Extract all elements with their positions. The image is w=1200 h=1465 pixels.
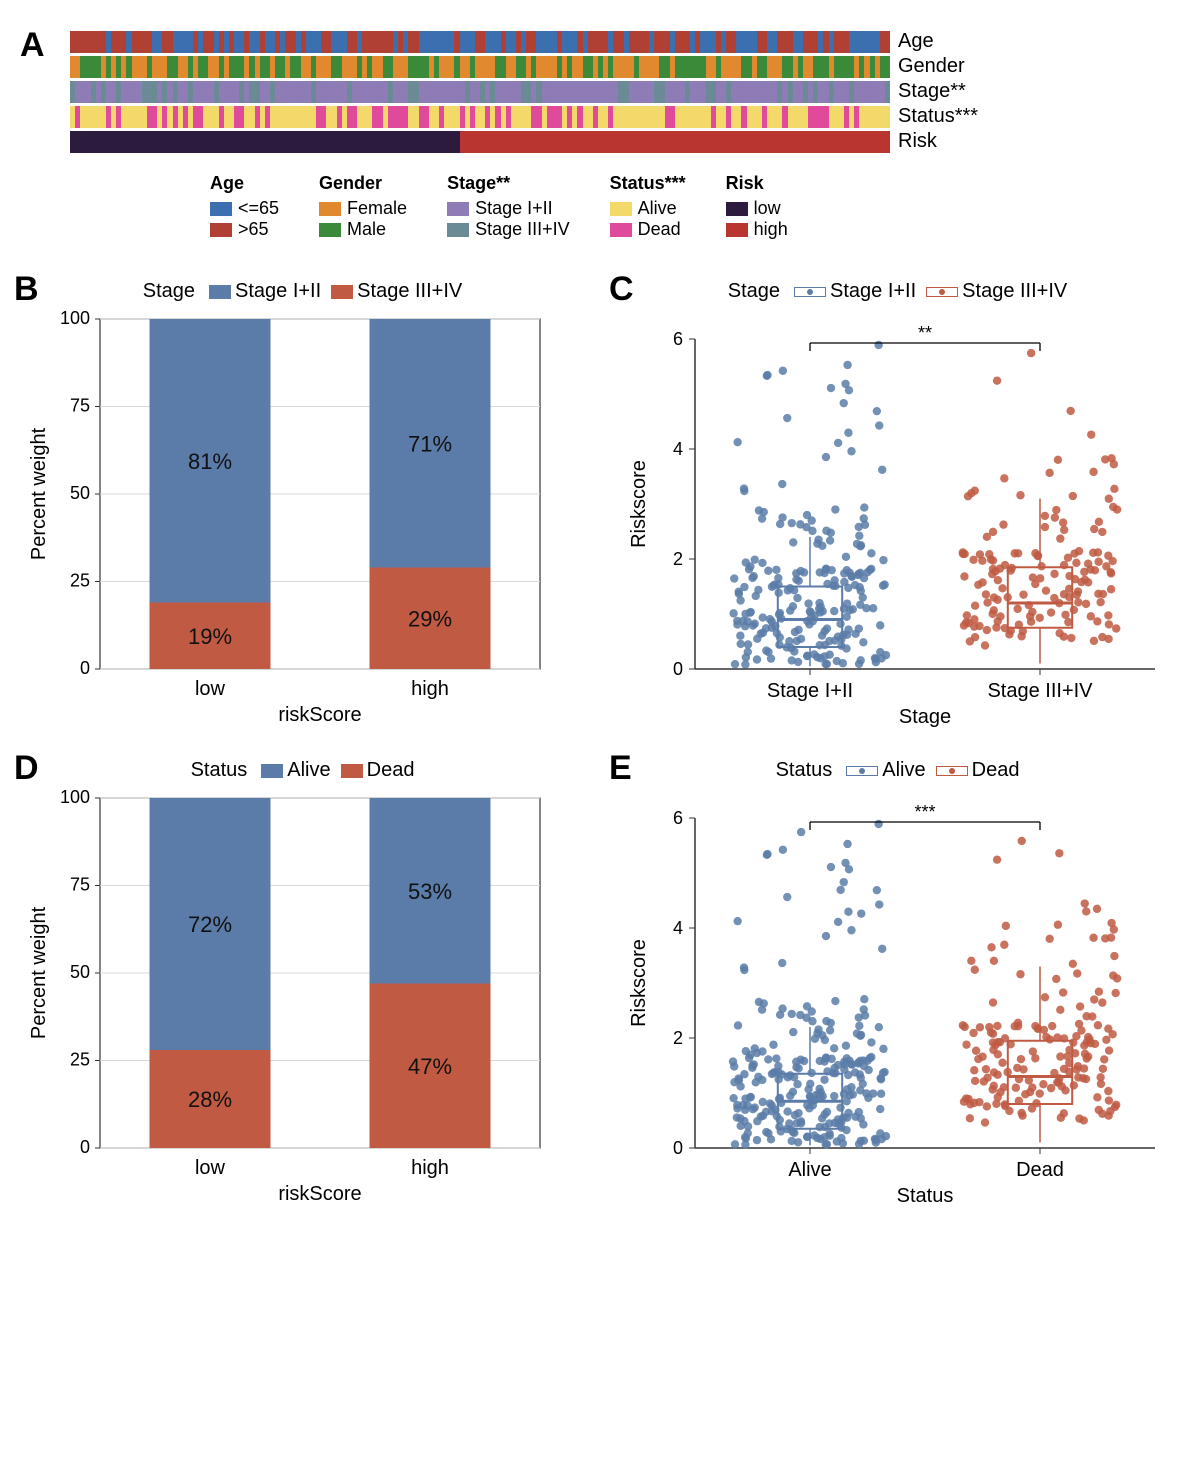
- svg-text:2: 2: [673, 1028, 683, 1048]
- svg-text:high: high: [411, 678, 449, 700]
- panel-label-d: D: [14, 749, 39, 788]
- panel-label-c: C: [609, 270, 634, 309]
- svg-text:29%: 29%: [408, 606, 452, 631]
- svg-text:riskScore: riskScore: [278, 1183, 361, 1205]
- svg-text:Stage III+IV: Stage III+IV: [987, 680, 1093, 702]
- svg-text:Stage: Stage: [899, 706, 951, 728]
- heatmap: AgeGenderStage**Status***Risk: [70, 30, 1180, 153]
- svg-text:72%: 72%: [188, 912, 232, 937]
- heatmap-row-risk: [70, 131, 890, 153]
- svg-text:25: 25: [70, 1050, 90, 1070]
- heatmap-row-stage: [70, 81, 890, 103]
- panel-d-chart: 0 25 50 75 100 72% 28% low 53% 47% high Percent wei…: [20, 788, 560, 1208]
- svg-text:47%: 47%: [408, 1054, 452, 1079]
- svg-text:riskScore: riskScore: [278, 704, 361, 726]
- svg-text:0: 0: [673, 659, 683, 679]
- svg-text:Dead: Dead: [1016, 1159, 1064, 1181]
- svg-text:Percent weight: Percent weight: [28, 427, 50, 560]
- heatmap-rowlabel: Risk: [898, 130, 937, 153]
- svg-text:0: 0: [80, 658, 90, 678]
- panel-e: E StatusAliveDead 0246AliveDead***Risksc…: [615, 759, 1180, 1208]
- svg-text:2: 2: [673, 549, 683, 569]
- panel-b-legend: StageStage I+IIStage III+IV: [20, 280, 585, 303]
- panel-e-legend: StatusAliveDead: [615, 759, 1180, 782]
- svg-text:0: 0: [673, 1138, 683, 1158]
- svg-text:6: 6: [673, 329, 683, 349]
- svg-text:Status: Status: [897, 1185, 954, 1207]
- figure: A AgeGenderStage**Status***Risk Age<=65>…: [20, 30, 1180, 1208]
- svg-text:4: 4: [673, 439, 683, 459]
- svg-text:19%: 19%: [188, 624, 232, 649]
- panel-label-e: E: [609, 749, 632, 788]
- panel-a-legend: Age<=65>65GenderFemaleMaleStage**Stage I…: [210, 173, 1180, 240]
- svg-text:low: low: [195, 678, 226, 700]
- heatmap-row-gender: [70, 56, 890, 78]
- heatmap-rowlabel: Gender: [898, 55, 965, 78]
- svg-text:***: ***: [914, 802, 935, 822]
- svg-text:53%: 53%: [408, 879, 452, 904]
- svg-text:Riskscore: Riskscore: [628, 460, 650, 548]
- heatmap-row-age: [70, 31, 890, 53]
- svg-text:50: 50: [70, 483, 90, 503]
- heatmap-row-status: [70, 106, 890, 128]
- panel-label-b: B: [14, 270, 39, 309]
- svg-text:high: high: [411, 1157, 449, 1179]
- heatmap-rowlabel: Stage**: [898, 80, 966, 103]
- svg-text:75: 75: [70, 396, 90, 416]
- svg-text:28%: 28%: [188, 1087, 232, 1112]
- svg-text:**: **: [918, 323, 932, 343]
- heatmap-rowlabel: Status***: [898, 105, 978, 128]
- svg-text:100: 100: [60, 788, 90, 807]
- svg-text:4: 4: [673, 918, 683, 938]
- panel-b: B StageStage I+IIStage III+IV 0255075100…: [20, 280, 585, 729]
- svg-text:50: 50: [70, 962, 90, 982]
- svg-text:0: 0: [80, 1137, 90, 1157]
- svg-text:Riskscore: Riskscore: [628, 939, 650, 1027]
- panel-e-chart: 0 2 4 6 Alive Dead *** Riskscore Status: [615, 788, 1175, 1208]
- svg-text:25: 25: [70, 571, 90, 591]
- svg-text:Alive: Alive: [788, 1159, 831, 1181]
- svg-text:100: 100: [60, 309, 90, 328]
- svg-text:6: 6: [673, 808, 683, 828]
- panel-b-chart: 0 25 50 75 100 81% 19% low 71% 29% high Percent wei…: [20, 309, 560, 729]
- svg-text:Percent weight: Percent weight: [28, 906, 50, 1039]
- svg-text:81%: 81%: [188, 449, 232, 474]
- heatmap-rowlabel: Age: [898, 30, 934, 53]
- panel-c-chart: 0 2 4 6 Stage I+II Stage III+IV ** Riskscore Sta…: [615, 309, 1175, 729]
- svg-text:low: low: [195, 1157, 226, 1179]
- panel-d: D StatusAliveDead 025507510072%28%low53%…: [20, 759, 585, 1208]
- panel-d-legend: StatusAliveDead: [20, 759, 585, 782]
- panel-label-a: A: [20, 26, 45, 65]
- panel-c: C StageStage I+IIStage III+IV 0246Stage …: [615, 280, 1180, 729]
- svg-text:71%: 71%: [408, 431, 452, 456]
- panel-a: AgeGenderStage**Status***Risk Age<=65>65…: [70, 30, 1180, 240]
- svg-text:75: 75: [70, 875, 90, 895]
- panels-grid: B StageStage I+IIStage III+IV 0255075100…: [20, 280, 1180, 1208]
- svg-text:Stage I+II: Stage I+II: [767, 680, 853, 702]
- panel-c-legend: StageStage I+IIStage III+IV: [615, 280, 1180, 303]
